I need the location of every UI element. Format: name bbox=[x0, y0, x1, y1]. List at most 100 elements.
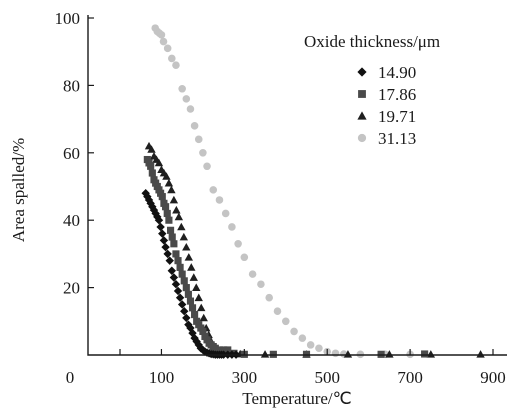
legend-label: 17.86 bbox=[378, 85, 416, 104]
data-point bbox=[180, 306, 189, 316]
legend-marker-triangle bbox=[357, 111, 367, 120]
data-point bbox=[174, 212, 184, 221]
data-point bbox=[184, 253, 193, 261]
data-point bbox=[182, 284, 190, 292]
data-point bbox=[426, 350, 436, 358]
data-point bbox=[178, 270, 186, 278]
data-point bbox=[228, 223, 236, 231]
data-point bbox=[221, 209, 230, 218]
data-point bbox=[157, 31, 166, 39]
data-point bbox=[148, 202, 157, 211]
data-point bbox=[199, 327, 207, 335]
data-point bbox=[260, 350, 270, 358]
data-point bbox=[171, 280, 181, 289]
data-point bbox=[163, 249, 172, 259]
x-axis-title: Temperature/℃ bbox=[242, 389, 351, 408]
data-point bbox=[199, 313, 208, 322]
data-point bbox=[176, 263, 184, 271]
data-point bbox=[158, 229, 167, 238]
data-point bbox=[281, 317, 290, 326]
series-31.13 bbox=[151, 24, 414, 359]
data-point bbox=[385, 350, 394, 358]
data-point bbox=[156, 222, 165, 232]
legend-label: 14.90 bbox=[378, 63, 416, 82]
data-point bbox=[189, 273, 198, 281]
data-point bbox=[211, 344, 219, 352]
legend-item-19.71: 19.71 bbox=[357, 107, 416, 126]
data-point bbox=[182, 313, 191, 323]
data-point bbox=[162, 203, 170, 211]
data-point bbox=[199, 149, 207, 157]
data-point bbox=[180, 277, 188, 285]
data-point bbox=[177, 300, 187, 309]
data-point bbox=[194, 293, 203, 302]
data-point bbox=[170, 240, 178, 248]
data-point bbox=[165, 256, 174, 265]
data-point bbox=[240, 253, 249, 262]
data-point bbox=[186, 297, 195, 305]
plot-area bbox=[141, 24, 485, 359]
data-point bbox=[163, 44, 172, 53]
data-point bbox=[169, 273, 179, 282]
data-point bbox=[158, 193, 166, 201]
legend: Oxide thickness/μm 14.90 17.86 19.71 31.13 bbox=[304, 32, 440, 148]
x-tick-label: 900 bbox=[480, 368, 506, 387]
data-point bbox=[169, 195, 179, 204]
data-point bbox=[190, 122, 199, 130]
data-point bbox=[164, 178, 174, 187]
x-tick-label: 700 bbox=[397, 368, 423, 387]
x-tick-label: 100 bbox=[149, 368, 175, 387]
data-point bbox=[165, 216, 173, 224]
data-point bbox=[178, 84, 186, 93]
data-point bbox=[248, 270, 257, 278]
data-point bbox=[159, 236, 169, 245]
axis-frame bbox=[87, 15, 507, 356]
y-tick-label: 80 bbox=[63, 76, 80, 95]
data-point bbox=[163, 209, 171, 218]
data-point bbox=[168, 54, 176, 63]
data-point bbox=[209, 186, 218, 194]
data-point bbox=[331, 349, 340, 358]
data-point bbox=[197, 303, 206, 312]
x-tick-label: 500 bbox=[314, 368, 340, 387]
legend-marker-circle bbox=[357, 133, 367, 143]
data-point bbox=[315, 344, 323, 353]
data-point bbox=[182, 95, 191, 103]
data-point bbox=[175, 293, 185, 302]
y-tick-label: 40 bbox=[63, 211, 80, 230]
data-point bbox=[172, 61, 180, 69]
data-point bbox=[290, 327, 298, 336]
x-tick-label: 300 bbox=[232, 368, 258, 387]
data-point bbox=[182, 242, 191, 251]
data-point bbox=[257, 280, 265, 289]
data-point bbox=[148, 169, 156, 177]
data-point bbox=[167, 266, 177, 275]
data-point bbox=[184, 290, 192, 298]
data-point bbox=[203, 162, 211, 171]
data-point bbox=[194, 135, 203, 144]
data-point bbox=[306, 341, 315, 349]
data-point bbox=[147, 145, 156, 153]
y-axis-title: Area spalled/% bbox=[9, 138, 28, 242]
legend-item-31.13: 31.13 bbox=[357, 129, 416, 148]
data-point bbox=[172, 205, 181, 214]
data-point bbox=[173, 286, 183, 296]
data-point bbox=[421, 350, 429, 358]
data-point bbox=[161, 242, 170, 252]
data-point bbox=[234, 240, 242, 248]
y-tick-label: 100 bbox=[55, 9, 81, 28]
data-point bbox=[224, 346, 232, 354]
legend-title: Oxide thickness/μm bbox=[304, 32, 440, 51]
data-point bbox=[273, 307, 282, 315]
y-tick-label: 60 bbox=[63, 144, 80, 163]
data-point bbox=[172, 250, 180, 258]
legend-item-14.90: 14.90 bbox=[357, 63, 416, 82]
data-point bbox=[265, 293, 273, 302]
data-point bbox=[179, 232, 189, 241]
data-point bbox=[174, 257, 182, 265]
legend-item-17.86: 17.86 bbox=[358, 85, 416, 104]
data-point bbox=[154, 216, 164, 225]
legend-label: 19.71 bbox=[378, 107, 416, 126]
data-point bbox=[168, 233, 176, 241]
